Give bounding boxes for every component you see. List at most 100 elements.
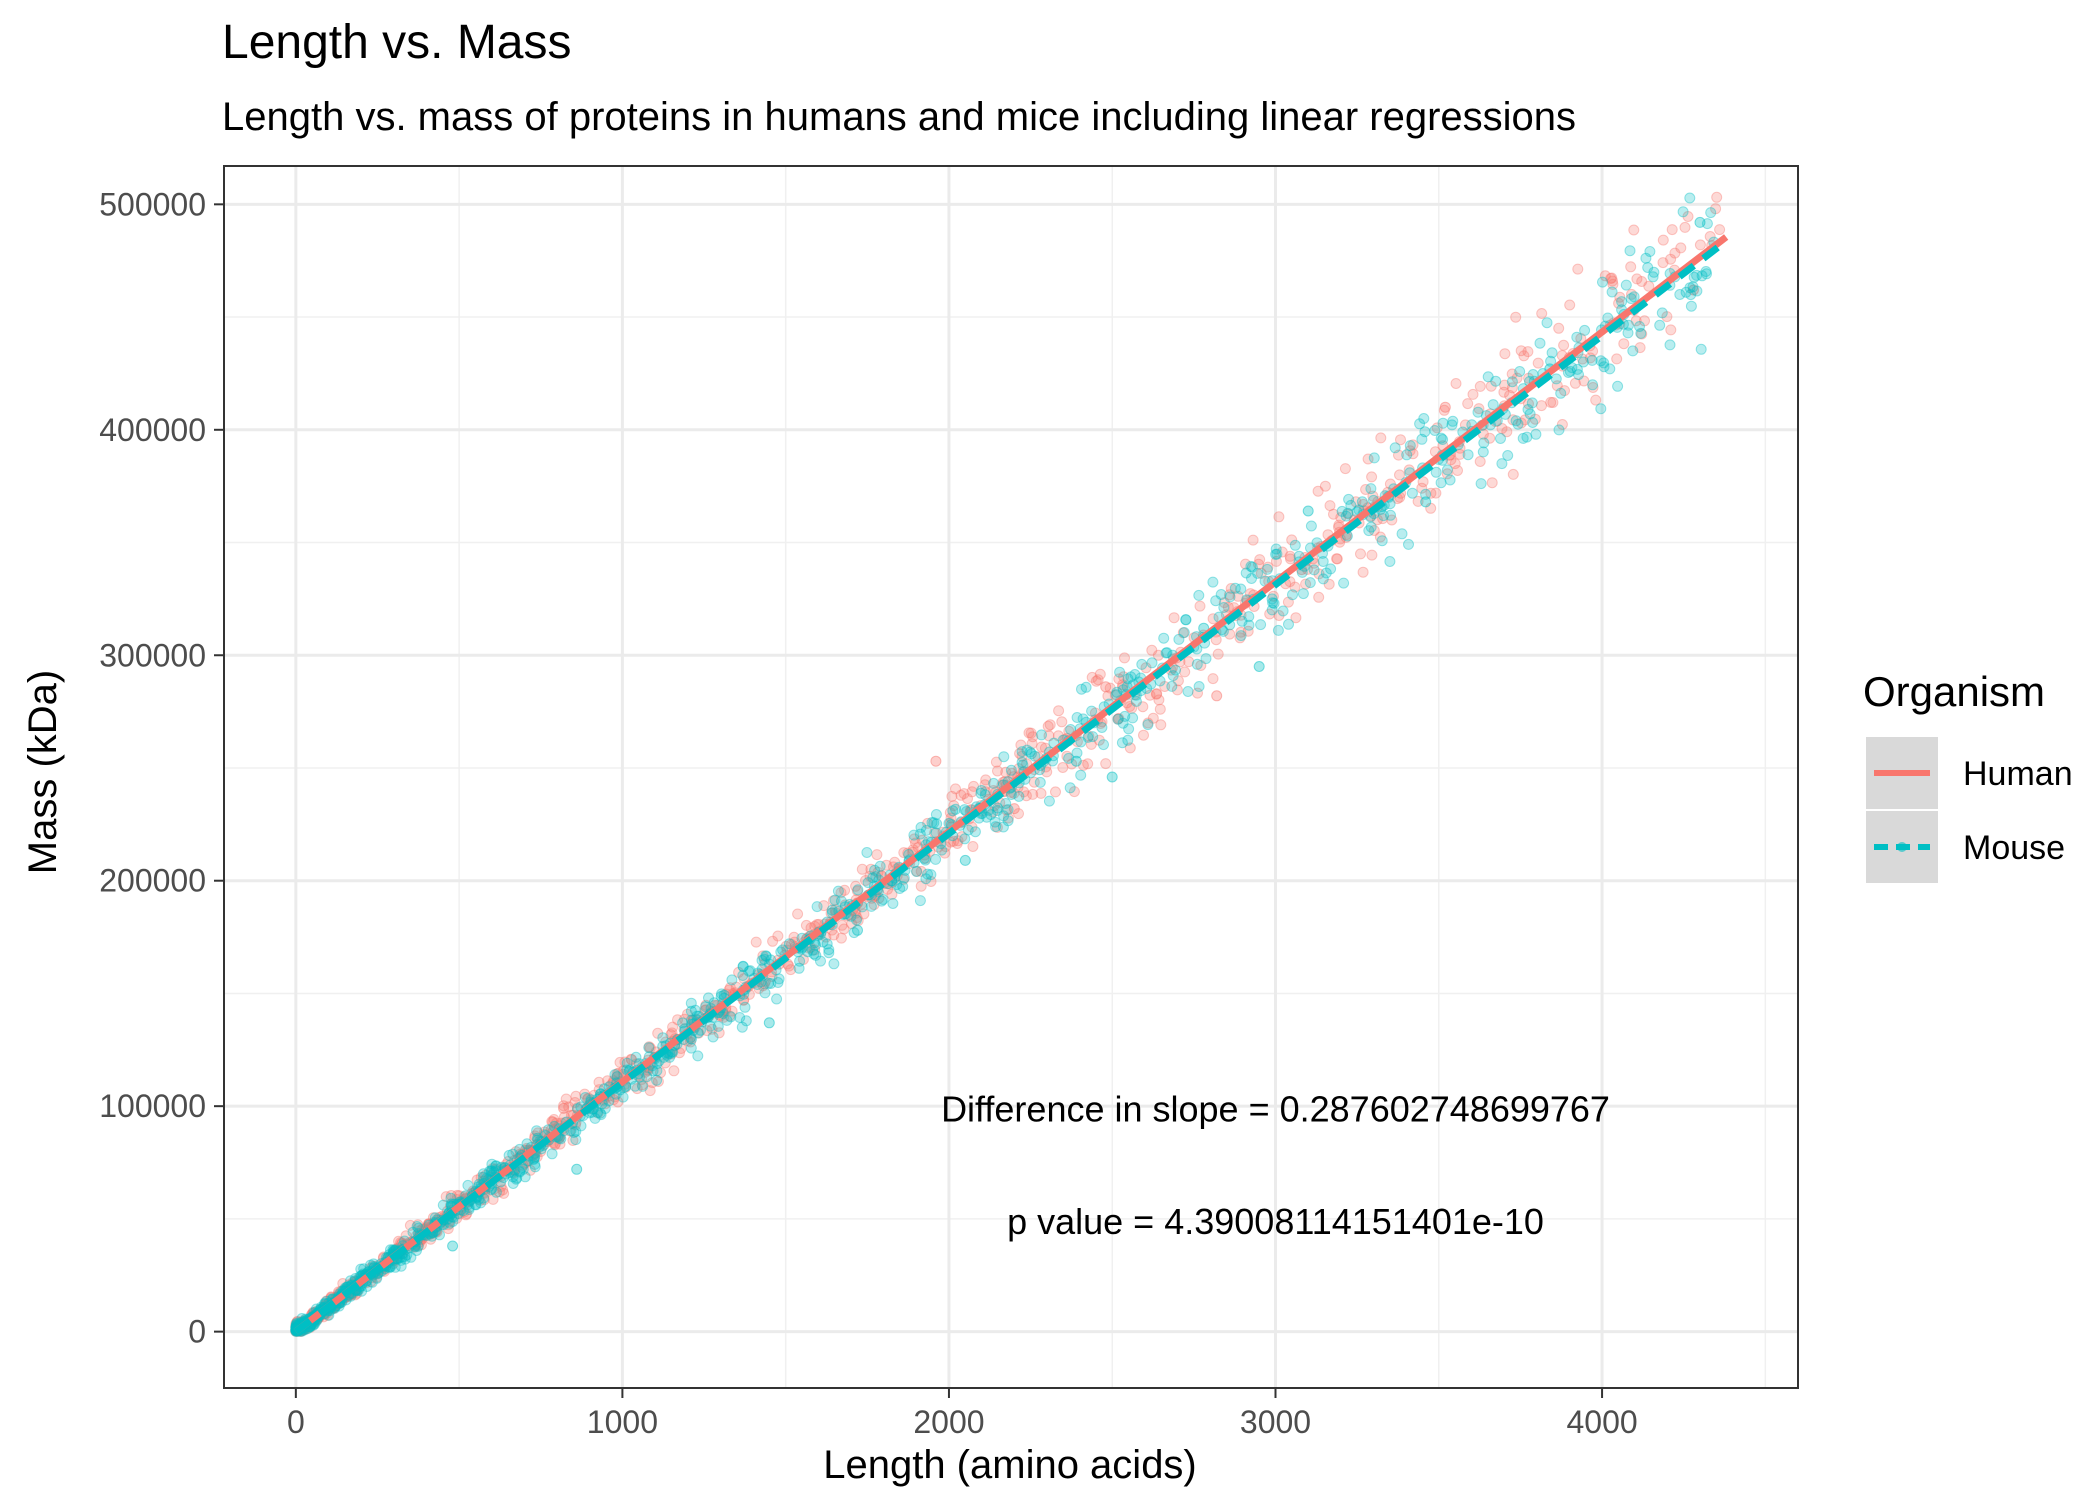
human-point (1613, 297, 1625, 309)
human-point (1519, 414, 1531, 426)
legend-label-human: Human (1963, 755, 2073, 793)
human-point (910, 837, 921, 849)
mouse-point (1435, 477, 1447, 489)
mouse-point (1076, 683, 1087, 695)
human-point (480, 1169, 492, 1181)
human-point (1179, 666, 1191, 678)
human-point (412, 1219, 424, 1231)
mouse-point (1604, 363, 1616, 375)
mouse-point (1404, 440, 1416, 452)
mouse-point (589, 1112, 601, 1124)
human-point (851, 912, 863, 924)
human-point (1357, 566, 1369, 578)
human-point (1207, 673, 1219, 685)
x-tick-label: 0 (287, 1404, 305, 1440)
human-point (835, 887, 847, 899)
human-point (1212, 648, 1224, 660)
mouse-point (1240, 567, 1252, 579)
mouse-point (1317, 573, 1329, 585)
mouse-point (1406, 487, 1418, 499)
human-point (1564, 299, 1576, 311)
human-point (1312, 485, 1324, 497)
x-tick-label: 1000 (587, 1404, 658, 1440)
mouse-point (1304, 577, 1316, 589)
mouse-point (1444, 474, 1456, 486)
mouse-point (989, 816, 1001, 828)
mouse-point (1005, 764, 1017, 776)
human-point (1210, 634, 1222, 646)
mouse-point (507, 1171, 519, 1183)
human-point (902, 847, 914, 859)
regression-lines (293, 234, 1729, 1335)
mouse-point (1482, 371, 1494, 383)
mouse-point (462, 1179, 474, 1191)
human-point (1522, 346, 1534, 358)
mouse-point (570, 1126, 582, 1137)
human-point (772, 930, 784, 942)
mouse-point (490, 1186, 502, 1198)
human-point (442, 1223, 454, 1235)
mouse-point (434, 1229, 445, 1241)
human-point (1496, 423, 1508, 434)
mouse-point (1573, 369, 1584, 381)
mouse-point (1384, 498, 1396, 510)
human-point (1253, 558, 1264, 570)
x-tick-label: 2000 (913, 1404, 984, 1440)
mouse-point (1527, 417, 1539, 428)
human-point (1119, 652, 1130, 664)
mouse-point (1142, 719, 1154, 731)
mouse-point (1158, 632, 1170, 644)
mouse-point (411, 1221, 423, 1232)
human-point (1153, 694, 1165, 706)
human-point (979, 779, 991, 791)
human-point (868, 899, 880, 911)
human-point (945, 812, 957, 824)
human-point (907, 844, 919, 856)
human-point (1159, 681, 1171, 692)
human-point (440, 1191, 452, 1203)
human-point (1225, 583, 1237, 594)
mouse-point (1571, 363, 1583, 375)
mouse-point (1490, 375, 1502, 387)
mouse-point (1687, 281, 1699, 293)
mouse-point (737, 960, 749, 972)
human-point (1313, 591, 1325, 603)
human-point (836, 919, 848, 931)
mouse-point (852, 884, 864, 896)
mouse-point (1435, 432, 1447, 444)
human-point (757, 950, 769, 962)
human-point (950, 783, 961, 795)
human-point (929, 827, 941, 839)
mouse-point (1418, 413, 1430, 424)
human-point (1367, 490, 1379, 502)
human-point (1449, 458, 1461, 470)
human-point (1242, 625, 1254, 637)
human-point (1137, 701, 1149, 713)
human-point (951, 838, 963, 849)
mouse-point (1182, 686, 1194, 697)
human-point (593, 1076, 605, 1088)
mouse-point (1389, 442, 1401, 454)
mouse-point (1002, 815, 1014, 827)
human-point (713, 1027, 725, 1039)
human-point (915, 865, 927, 877)
human-point (451, 1212, 463, 1224)
mouse-point (1071, 747, 1083, 759)
mouse-point (1340, 510, 1352, 522)
human-point (1057, 762, 1069, 773)
mouse-point (1534, 337, 1546, 349)
human-point (946, 790, 958, 802)
mouse-point (870, 871, 882, 883)
human-point (1454, 448, 1466, 460)
mouse-point (894, 883, 906, 894)
human-point (494, 1186, 505, 1198)
human-point (726, 1005, 738, 1017)
mouse-point (1130, 695, 1142, 707)
mouse-point (641, 1071, 653, 1083)
human-point (872, 866, 884, 878)
mouse-point (891, 879, 903, 891)
human-point (1285, 553, 1296, 565)
human-point (1082, 758, 1094, 770)
human-point (1403, 464, 1415, 476)
human-point (1547, 397, 1559, 408)
